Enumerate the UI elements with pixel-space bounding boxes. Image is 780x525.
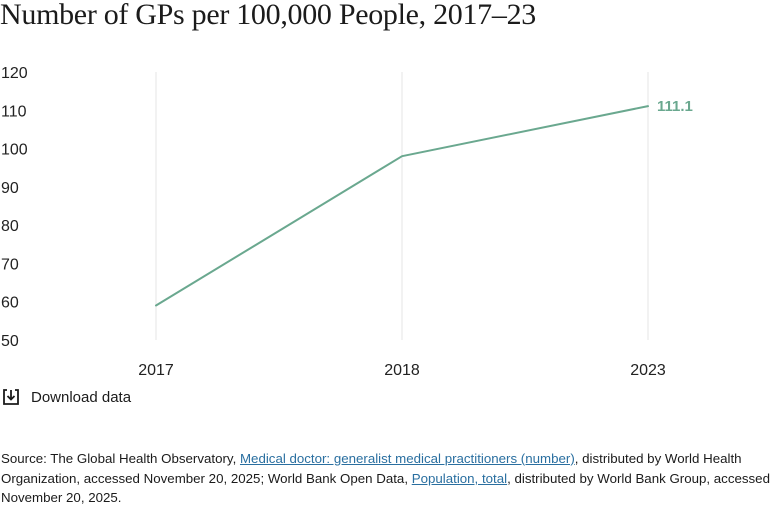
source-link-medical-doctor[interactable]: Medical doctor: generalist medical pract… bbox=[239, 451, 575, 466]
x-axis: 2017 2018 2023 bbox=[138, 362, 666, 379]
x-tick-label: 2023 bbox=[630, 362, 666, 379]
series-line bbox=[155, 105, 649, 307]
y-tick-label: 120 bbox=[1, 65, 28, 82]
gridlines bbox=[155, 72, 649, 340]
source-middle: , distributed by World Health Organizati… bbox=[1, 451, 742, 486]
y-tick-label: 60 bbox=[1, 295, 19, 312]
source-suffix: , distributed by World Bank Group, acces… bbox=[1, 470, 770, 506]
y-axis: 50 60 70 80 90 100 110 120 bbox=[1, 65, 28, 350]
series: 111.1 bbox=[155, 98, 693, 307]
chart-title: Number of GPs per 100,000 People, 2017–2… bbox=[0, 0, 536, 31]
x-tick-label: 2018 bbox=[384, 362, 420, 379]
end-value-label: 111.1 bbox=[657, 98, 693, 115]
x-tick-label: 2017 bbox=[138, 362, 174, 379]
download-data-button[interactable]: Download data bbox=[1, 387, 131, 407]
download-label: Download data bbox=[31, 388, 132, 406]
line-chart: 50 60 70 80 90 100 110 120 2017 2018 2023 111.1 bbox=[1, 65, 693, 379]
y-tick-label: 110 bbox=[1, 103, 27, 120]
source-note: Source: The Global Health Observatory, M… bbox=[1, 449, 777, 508]
y-tick-label: 80 bbox=[1, 218, 19, 235]
source-link-population[interactable]: Population, total bbox=[411, 470, 508, 486]
y-tick-label: 100 bbox=[1, 142, 28, 159]
y-tick-label: 90 bbox=[1, 180, 19, 197]
y-tick-label: 70 bbox=[1, 256, 19, 273]
source-prefix: Source: The Global Health Observatory, bbox=[1, 451, 240, 466]
y-tick-label: 50 bbox=[1, 333, 19, 350]
download-icon bbox=[1, 387, 21, 407]
